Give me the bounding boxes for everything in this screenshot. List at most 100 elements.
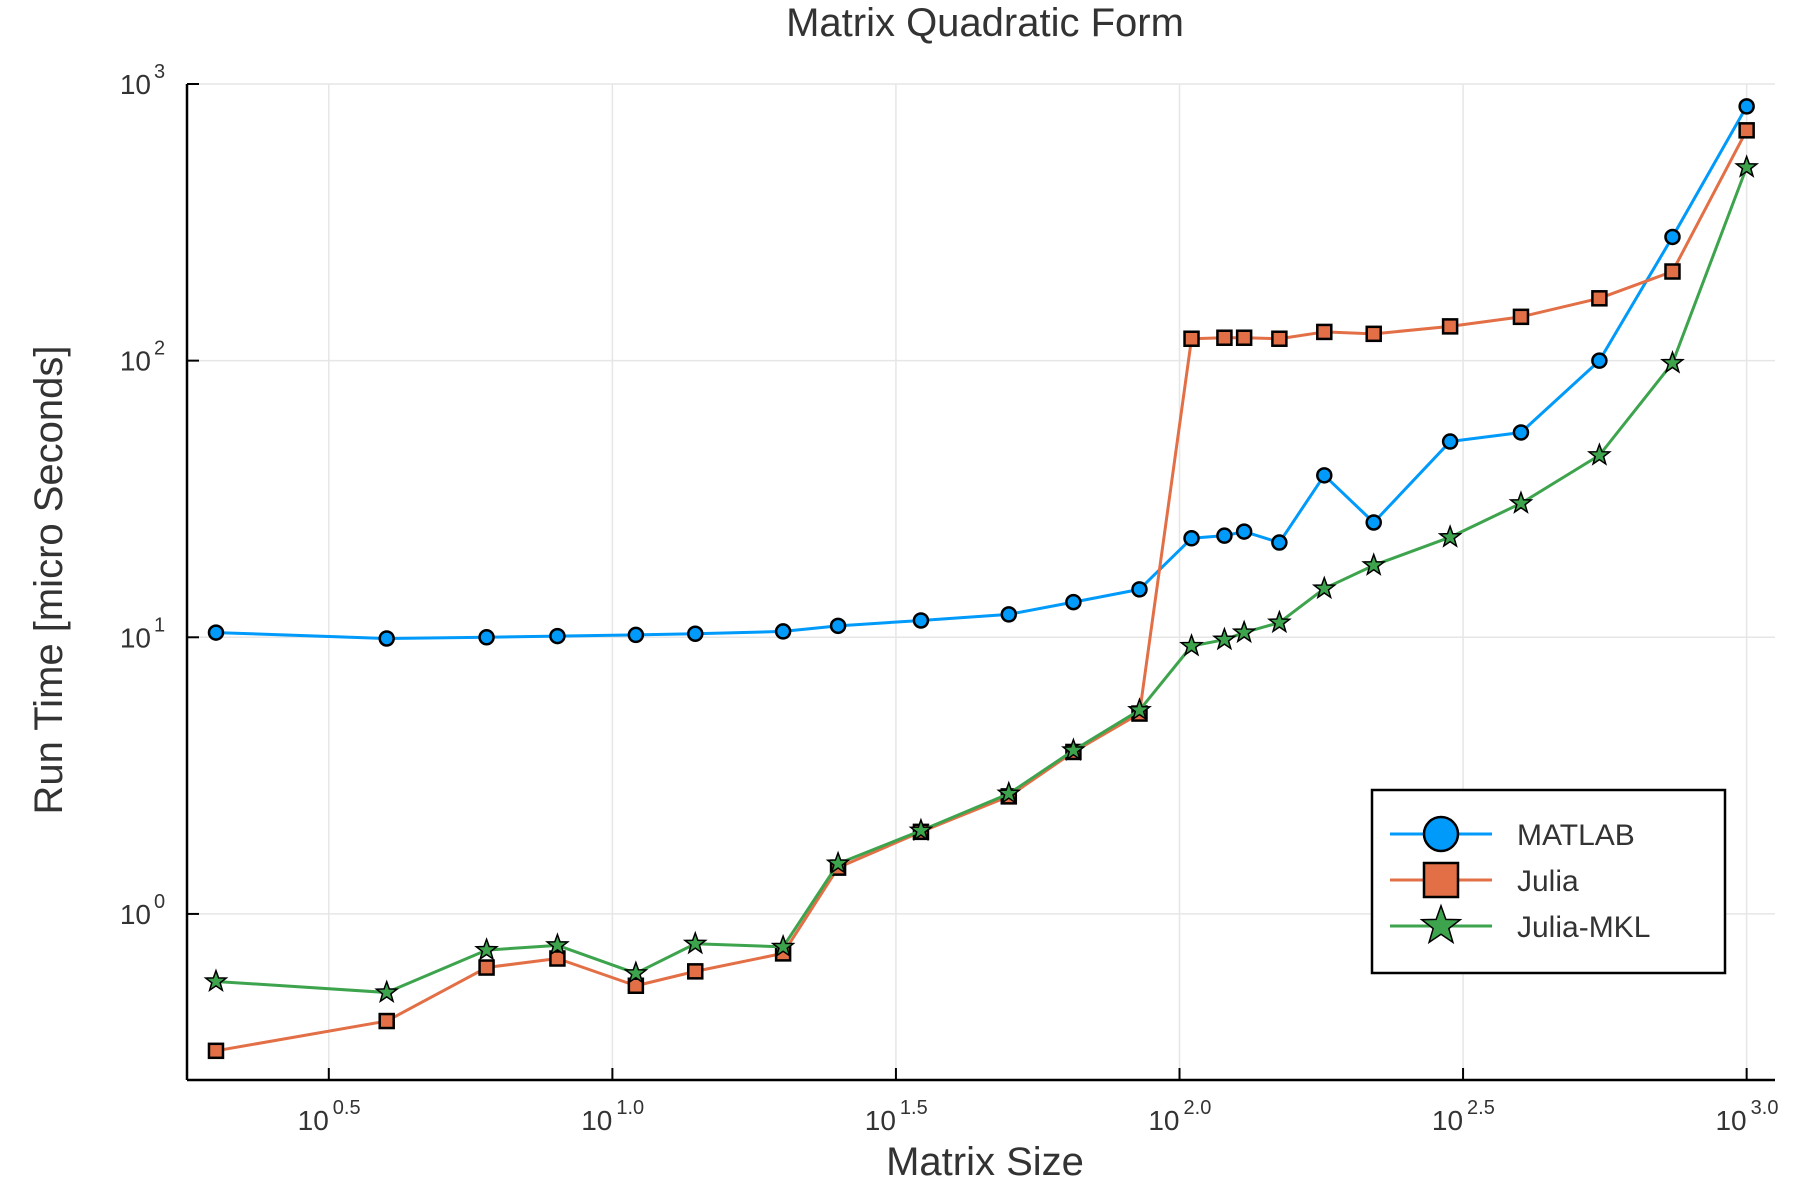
data-point-julia [1183,330,1200,347]
data-point-matlab [1065,593,1082,611]
axes-layer: 10 0.5 10 1.0 10 1.5 10 2.0 10 2.5 10 3.010 010 110 21… [120,61,1779,1136]
legend-marker-julia-mkl [1419,903,1463,945]
y-tick-label: 10 [120,622,151,653]
data-point-julia [1738,122,1755,139]
y-tick-exponent: 3 [154,61,165,83]
data-point-julia [378,1012,395,1030]
x-tick-label: 10 [1715,1105,1746,1136]
legend-marker-matlab [1422,815,1460,853]
x-tick-label: 10 [581,1105,612,1136]
y-tick-exponent: 2 [154,338,165,360]
legend-item-julia-mkl: Julia-MKL [1390,903,1650,945]
x-tick-exponent: 2.5 [1467,1097,1495,1119]
legend-item-matlab: MATLAB [1390,815,1635,853]
data-point-matlab [1591,352,1608,369]
data-point-julia-mkl [623,960,649,984]
data-point-julia-mkl [770,933,796,958]
data-point-julia [1664,263,1681,280]
data-point-julia-mkl [825,850,851,875]
y-tick-label: 10 [120,69,151,100]
y-tick-exponent: 1 [154,614,165,636]
data-point-matlab [549,627,566,645]
data-point-julia-mkl [1212,626,1237,651]
data-point-matlab [207,624,225,641]
legend: MATLAB Julia Julia-MKL [1370,788,1727,975]
data-point-julia-mkl [1660,350,1685,374]
data-point-matlab [1131,581,1148,598]
data-point-matlab [1216,527,1233,544]
data-point-matlab [478,629,495,646]
x-tick-exponent: 0.5 [333,1097,361,1119]
grid-layer [187,83,1775,1080]
data-point-julia-mkl [1508,490,1534,514]
data-point-julia [1316,323,1333,341]
data-point-julia-mkl [545,932,570,956]
legend-marker-julia [1422,861,1460,899]
y-axis-label: Run Time [micro Seconds] [27,345,71,814]
data-point-julia-mkl [203,968,229,993]
data-point-matlab [687,625,704,642]
data-point-julia [478,959,495,976]
chart-title: Matrix Quadratic Form [786,1,1184,45]
data-point-matlab [378,630,395,647]
data-point-matlab [627,626,645,644]
y-tick-exponent: 0 [154,891,165,913]
legend-label-julia: Julia [1517,865,1579,898]
x-tick-exponent: 3.0 [1751,1097,1779,1119]
x-tick-label: 10 [1432,1105,1463,1136]
data-point-julia-mkl [1231,619,1257,644]
y-tick-label: 10 [120,899,151,930]
data-point-julia [1441,318,1459,335]
data-point-matlab [912,612,930,629]
data-point-matlab [829,617,847,635]
data-point-julia-mkl [1179,632,1204,657]
data-point-julia-mkl [1061,737,1086,761]
data-point-julia-mkl [682,930,708,955]
legend-label-julia-mkl: Julia-MKL [1517,911,1650,944]
x-tick-exponent: 1.0 [616,1097,644,1119]
data-point-julia [549,950,566,967]
data-point-julia-mkl [908,817,934,842]
legend-label-matlab: MATLAB [1517,819,1635,852]
data-point-julia [207,1042,225,1060]
data-point-matlab [1000,606,1018,623]
data-point-julia-mkl [1361,552,1387,576]
data-point-matlab [1316,467,1333,484]
data-point-matlab [1512,424,1530,441]
data-point-matlab [1183,530,1200,547]
data-point-matlab [774,623,792,640]
data-point-julia-mkl [1266,609,1292,634]
data-point-matlab [1271,534,1288,551]
y-tick-label: 10 [120,346,151,377]
data-point-julia [1365,325,1382,343]
data-point-julia [1216,329,1233,346]
x-tick-exponent: 2.0 [1184,1097,1212,1119]
data-point-julia [627,977,645,995]
series-julia-mkl [203,154,1760,1004]
x-tick-exponent: 1.5 [900,1097,928,1119]
data-point-matlab [1738,98,1755,115]
x-tick-label: 10 [865,1105,896,1136]
data-point-julia-mkl [374,979,400,1004]
legend-item-julia: Julia [1390,861,1579,899]
data-point-julia-mkl [474,937,499,961]
data-point-julia-mkl [1734,154,1760,178]
data-point-julia [1591,290,1608,307]
data-point-julia-mkl [1587,442,1612,466]
data-point-julia-mkl [1127,697,1152,721]
series-matlab [207,98,1755,647]
data-point-julia-mkl [1311,575,1337,600]
data-point-julia [687,963,704,980]
x-tick-label: 10 [298,1105,329,1136]
data-point-matlab [1441,433,1459,450]
x-axis-label: Matrix Size [886,1140,1084,1184]
data-point-julia [1235,329,1253,346]
data-point-matlab [1664,228,1681,246]
x-tick-label: 10 [1148,1105,1179,1136]
data-point-julia [1512,308,1530,326]
series-layer [203,98,1760,1060]
data-point-julia-mkl [1437,524,1463,548]
data-point-matlab [1235,523,1253,540]
